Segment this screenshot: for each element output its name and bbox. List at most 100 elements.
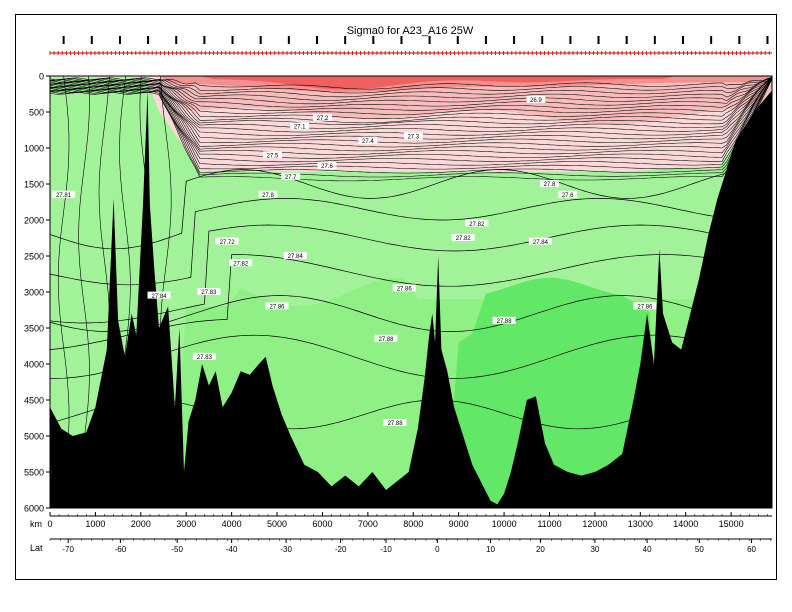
contour-line (50, 78, 772, 144)
x-tick-label: 5000 (267, 519, 287, 529)
x-tick-label: 10000 (492, 519, 517, 529)
isopycnal-label-bg (263, 151, 282, 159)
station-id-mark (203, 36, 206, 44)
isopycnal-label: 27.81 (56, 193, 72, 199)
contour-line (50, 78, 772, 155)
x-tick-label: 9000 (449, 519, 469, 529)
y-tick-label: 2000 (24, 216, 44, 226)
lat-tick-label: -30 (280, 545, 292, 554)
isopycnal-label-bg (451, 234, 475, 241)
contour-line (50, 77, 772, 166)
seafloor-topography (50, 90, 772, 508)
x-tick-label: 11000 (537, 519, 561, 529)
station-id-mark (766, 36, 769, 44)
contour-line (50, 78, 772, 101)
chart-title: Sigma0 for A23_A16 25W (347, 25, 474, 37)
isopycnal-label: 27.82 (233, 261, 249, 267)
isopycnal-label-bg (313, 113, 332, 121)
isopycnal-label: 27.1 (294, 125, 306, 131)
y-tick-label: 500 (29, 108, 44, 118)
contour-line (50, 78, 772, 124)
isopycnal-label: 27.3 (407, 135, 419, 141)
x-tick-label: 1000 (85, 519, 105, 529)
lat-tick-label: -20 (335, 545, 347, 554)
isopycnal-label-bg (540, 180, 559, 187)
x-tick-label: 14000 (673, 519, 698, 529)
station-id-mark (400, 36, 403, 44)
contour-line (50, 76, 772, 94)
isopycnal-label: 27.88 (497, 319, 513, 325)
x-tick-label: 4000 (222, 519, 242, 529)
lat-tick-label: 20 (536, 545, 545, 554)
x-tick-label: 13000 (628, 519, 653, 529)
y-tick-label: 0 (39, 72, 44, 82)
isopycnal-label: 27.72 (220, 240, 236, 246)
station-id-mark (344, 36, 347, 44)
lat-tick-label: 30 (590, 545, 599, 554)
station-id-mark (259, 36, 262, 44)
isopycnal-label: 27.88 (378, 337, 394, 343)
lat-tick-label: 60 (747, 545, 756, 554)
station-id-mark (541, 36, 544, 44)
y-tick-label: 5500 (24, 468, 44, 478)
contour-line (50, 77, 772, 133)
contour-line (50, 78, 772, 170)
isopycnal-label: 27.6 (562, 193, 574, 199)
isopycnal-label: 26.9 (530, 98, 542, 104)
isopycnal-label: 27.6 (321, 164, 333, 170)
station-id-mark (90, 36, 93, 44)
isopycnal-label: 27.7 (285, 175, 297, 181)
contour-line (50, 169, 772, 250)
y-tick-label: 4000 (24, 360, 44, 370)
x-axis: 0 1000 2000 3000 4000 5000 6000 7000 8000 9000 100… (47, 512, 772, 529)
station-id-mark (569, 36, 572, 44)
contour-line (78, 76, 90, 437)
x-axis-label: km (30, 519, 42, 529)
isopycnal-label: 27.86 (637, 305, 653, 311)
isopycnal-label-bg (215, 237, 239, 245)
isopycnal-label-bg (526, 95, 546, 103)
y-tick-label: 4500 (24, 396, 44, 406)
water-mass-red-core (50, 76, 772, 90)
isopycnal-label: 27.8 (544, 182, 556, 188)
isopycnal-label-bg (633, 302, 657, 310)
lat-tick-label: 50 (695, 545, 704, 554)
isopycnal-label-bg (192, 352, 216, 360)
x-tick-label: 6000 (312, 519, 332, 529)
lat-tick-label: -40 (226, 545, 238, 554)
lat-tick-label: -70 (62, 545, 74, 554)
isopycnal-label-bg (52, 190, 76, 198)
contour-line (50, 78, 772, 125)
isopycnal-label-bg (358, 136, 378, 144)
isopycnal-label: 27.82 (456, 236, 472, 242)
x-tick-label: 2000 (131, 519, 151, 529)
isopycnal-label-bg (528, 237, 552, 245)
y-tick-label: 3500 (24, 324, 44, 334)
station-id-mark (710, 36, 713, 44)
contour-line (50, 295, 772, 332)
lat-tick-label: 0 (435, 545, 440, 554)
isopycnal-label-bg (392, 284, 416, 292)
contour-line (50, 77, 772, 163)
station-id-mark (231, 36, 234, 44)
x-tick-label: 0 (47, 519, 52, 529)
isopycnal-contours (50, 76, 772, 437)
isopycnal-label-bg (265, 302, 289, 310)
water-mass-red-light (50, 76, 772, 93)
contour-line (50, 77, 772, 90)
contour-line (50, 78, 772, 105)
y-tick-label: 1500 (24, 180, 44, 190)
figure-frame (15, 14, 777, 580)
isopycnal-label-bg (317, 162, 337, 169)
plot-area: 27.1 27.2 27.3 27.4 27.5 27.6 27.7 27.8 27.82 27.… (50, 76, 772, 508)
isopycnal-label: 27.86 (397, 287, 413, 293)
lat-tick-label: -10 (380, 545, 392, 554)
y-tick-label: 2500 (24, 252, 44, 262)
contour-line (50, 76, 772, 115)
x-tick-label: 8000 (403, 519, 423, 529)
isopycnal-label: 27.8 (262, 193, 274, 199)
y-tick-label: 3000 (24, 288, 44, 298)
station-id-mark (118, 36, 121, 44)
isopycnal-label: 27.5 (267, 153, 279, 159)
